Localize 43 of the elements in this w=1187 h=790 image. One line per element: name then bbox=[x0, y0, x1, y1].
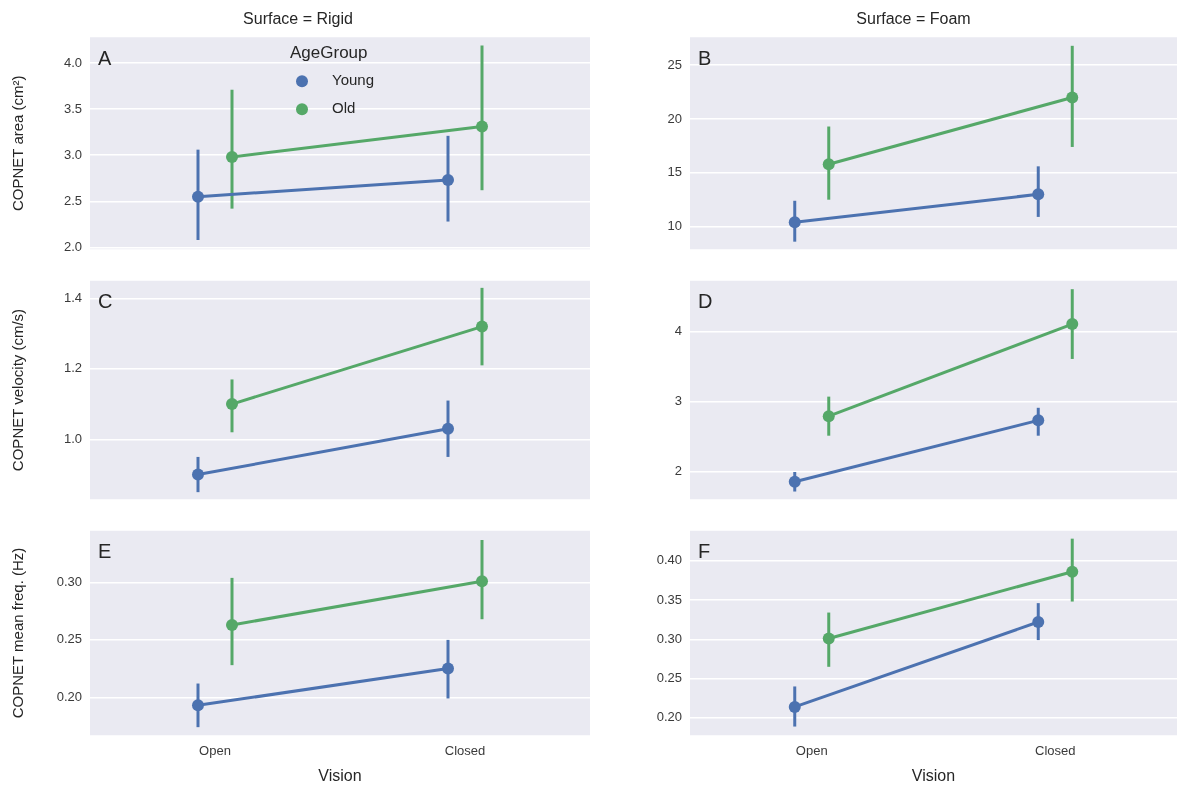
y-tick-label: 2.0 bbox=[63, 238, 82, 254]
y-tick-label: 0.20 bbox=[656, 709, 682, 725]
annotation: A bbox=[98, 46, 112, 69]
y-tick-label: 10 bbox=[667, 218, 682, 234]
y-tick-label: 3.0 bbox=[63, 146, 82, 162]
y-tick-label: 0.35 bbox=[656, 591, 682, 607]
y-tick-label: 3 bbox=[674, 393, 682, 409]
y-axis-title: COPNET area (cm²) bbox=[9, 75, 27, 211]
x-tick-label: Open bbox=[199, 742, 231, 758]
y-tick-label: 4 bbox=[674, 323, 682, 339]
y-tick-label: 15 bbox=[667, 164, 682, 180]
y-tick-label: 0.25 bbox=[656, 670, 682, 686]
y-tick-label: 4.0 bbox=[63, 54, 82, 70]
legend-label: Young bbox=[332, 70, 374, 88]
y-axis-title: COPNET velocity (cm/s) bbox=[9, 308, 27, 472]
chart-title: Surface = Foam bbox=[856, 10, 971, 28]
y-tick-label: 25 bbox=[667, 56, 682, 72]
legend-title: AgeGroup bbox=[290, 43, 368, 63]
y-tick-label: 0.30 bbox=[656, 630, 682, 646]
x-axis-title: Vision bbox=[911, 766, 956, 784]
y-tick-label: 0.20 bbox=[56, 688, 82, 704]
annotation: F bbox=[698, 540, 711, 563]
x-tick-label: Closed bbox=[444, 742, 486, 758]
legend-label: Old bbox=[332, 98, 356, 116]
y-tick-label: 2.5 bbox=[63, 192, 82, 208]
y-tick-label: 0.30 bbox=[56, 574, 82, 590]
y-tick-label: 3.5 bbox=[63, 100, 82, 116]
chart-title: Surface = Rigid bbox=[243, 10, 353, 28]
y-tick-label: 2 bbox=[674, 462, 682, 478]
y-tick-label: 0.40 bbox=[656, 552, 682, 568]
y-tick-label: 1.2 bbox=[63, 360, 82, 376]
annotation: B bbox=[698, 46, 712, 69]
y-tick-label: 1.4 bbox=[63, 289, 82, 305]
y-tick-label: 0.25 bbox=[56, 631, 82, 647]
annotation: E bbox=[98, 540, 112, 563]
x-tick-label: Open bbox=[795, 742, 828, 758]
y-axis-title: COPNET mean freq. (Hz) bbox=[9, 547, 27, 719]
annotation: C bbox=[98, 290, 113, 313]
y-tick-label: 1.0 bbox=[63, 430, 82, 446]
x-axis-title: Vision bbox=[318, 766, 362, 784]
x-tick-label: Closed bbox=[1035, 742, 1076, 758]
y-tick-label: 20 bbox=[667, 110, 682, 126]
annotation: D bbox=[698, 290, 713, 313]
